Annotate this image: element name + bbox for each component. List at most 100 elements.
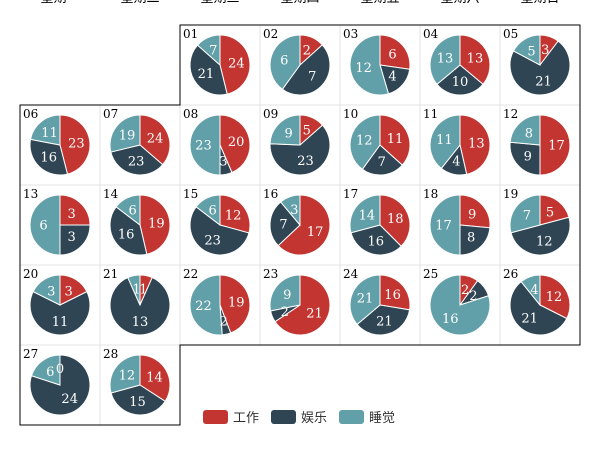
day-pie[interactable]: 09 5 23 9 xyxy=(263,107,331,176)
day-pie[interactable]: 11 13 4 11 xyxy=(423,107,491,176)
pie-slice-work[interactable] xyxy=(539,114,571,176)
pie-slice-work[interactable] xyxy=(379,114,411,166)
pie-slice-play[interactable] xyxy=(29,138,69,176)
pie-slice-sleep[interactable] xyxy=(512,34,541,66)
pie-slice-sleep[interactable] xyxy=(29,194,61,256)
pie-slice-play[interactable] xyxy=(356,304,411,336)
pie-slice-work[interactable] xyxy=(379,34,411,70)
pie-slice-play[interactable] xyxy=(510,216,571,256)
pie-slice-work[interactable] xyxy=(539,194,570,226)
day-pie[interactable]: 06 23 16 11 xyxy=(23,107,91,176)
pie-slice-sleep[interactable] xyxy=(520,274,541,307)
pie-slice-sleep[interactable] xyxy=(189,114,221,176)
pie-slice-sleep[interactable] xyxy=(269,274,301,312)
pie-slice-sleep[interactable] xyxy=(509,194,541,234)
pie-slice-work[interactable] xyxy=(59,114,91,175)
pie-slice-play[interactable] xyxy=(509,280,568,336)
day-pie[interactable]: 01 24 21 7 xyxy=(183,27,251,96)
pie-slice-play[interactable] xyxy=(269,124,331,176)
pie-slice-play[interactable] xyxy=(436,64,484,96)
day-pie[interactable]: 19 5 12 7 xyxy=(503,187,571,256)
pie-slice-work[interactable] xyxy=(59,194,91,226)
pie-slice-sleep[interactable] xyxy=(269,34,301,90)
pie-slice-play[interactable] xyxy=(509,40,571,96)
day-pie[interactable]: 20 3 11 3 xyxy=(23,267,91,336)
pie-slice-work[interactable] xyxy=(139,194,171,255)
pie-slice-sleep[interactable] xyxy=(349,34,390,96)
pie-slice-sleep[interactable] xyxy=(127,274,141,306)
pie-slice-sleep[interactable] xyxy=(109,114,141,153)
day-pie[interactable]: 23 21 2 9 xyxy=(263,267,331,336)
pie-slice-sleep[interactable] xyxy=(115,194,141,227)
pie-slice-sleep[interactable] xyxy=(349,114,381,170)
pie-slice-work[interactable] xyxy=(274,274,331,336)
pie-slice-sleep[interactable] xyxy=(189,274,223,336)
pie-slice-work[interactable] xyxy=(459,34,491,85)
pie-slice-sleep[interactable] xyxy=(429,114,461,170)
day-pie[interactable]: 26 12 21 4 xyxy=(503,267,571,336)
pie-slice-sleep[interactable] xyxy=(429,194,461,256)
pie-slice-work[interactable] xyxy=(219,274,251,334)
pie-slice-sleep[interactable] xyxy=(269,114,301,146)
pie-slice-sleep[interactable] xyxy=(29,114,61,146)
pie-slice-work[interactable] xyxy=(539,274,571,320)
pie-slice-sleep[interactable] xyxy=(509,114,541,146)
pie-slice-sleep[interactable] xyxy=(30,354,61,386)
day-pie[interactable]: 03 6 4 12 xyxy=(343,27,411,96)
day-pie[interactable]: 02 2 7 6 xyxy=(263,27,331,96)
legend-item[interactable]: 工作 xyxy=(203,410,259,426)
day-pie[interactable]: 12 17 9 8 xyxy=(503,107,571,176)
pie-slice-work[interactable] xyxy=(219,194,251,234)
legend-item[interactable]: 娱乐 xyxy=(271,410,327,426)
pie-slice-sleep[interactable] xyxy=(429,274,491,336)
pie-slice-work[interactable] xyxy=(277,194,331,256)
legend-item[interactable]: 睡觉 xyxy=(339,410,395,426)
pie-slice-play[interactable] xyxy=(281,44,331,96)
pie-slice-play[interactable] xyxy=(509,141,541,176)
pie-slice-sleep[interactable] xyxy=(349,194,381,234)
day-pie[interactable]: 05 3 21 5 xyxy=(503,27,571,96)
pie-slice-play[interactable] xyxy=(189,44,228,96)
day-pie[interactable]: 13 3 3 6 xyxy=(23,187,91,256)
day-pie[interactable]: 10 117 12 xyxy=(343,107,411,176)
day-pie[interactable]: 18 9 8 17 xyxy=(423,187,491,256)
pie-slice-play[interactable] xyxy=(109,206,148,256)
pie-slice-play[interactable] xyxy=(189,206,250,256)
pie-slice-play[interactable] xyxy=(459,224,491,256)
day-pie[interactable]: 252 216 xyxy=(423,267,491,336)
pie-slice-sleep[interactable] xyxy=(32,274,61,306)
pie-slice-play[interactable] xyxy=(269,201,301,247)
pie-slice-play[interactable] xyxy=(59,224,91,256)
day-pie[interactable]: 04 13 10 13 xyxy=(423,27,491,96)
day-pie[interactable]: 27 0 24 6 xyxy=(23,347,91,416)
day-pie[interactable]: 21 1 13 1 xyxy=(103,267,171,336)
pie-slice-play[interactable] xyxy=(29,290,91,336)
pie-slice-sleep[interactable] xyxy=(196,34,221,67)
day-pie[interactable]: 16 17 73 xyxy=(263,187,331,256)
pie-slice-work[interactable] xyxy=(219,34,251,95)
day-pie[interactable]: 08 203 23 xyxy=(183,107,251,176)
pie-slice-sleep[interactable] xyxy=(109,354,141,394)
pie-slice-sleep[interactable] xyxy=(429,34,461,85)
pie-slice-play[interactable] xyxy=(350,224,402,256)
pie-slice-sleep[interactable] xyxy=(349,274,381,326)
pie-slice-work[interactable] xyxy=(219,114,251,174)
pie-slice-sleep[interactable] xyxy=(280,194,301,227)
pie-slice-play[interactable] xyxy=(29,354,91,416)
pie-slice-work[interactable] xyxy=(139,114,171,166)
pie-slice-play[interactable] xyxy=(110,144,164,176)
pie-slice-sleep[interactable] xyxy=(195,194,221,227)
pie-slice-work[interactable] xyxy=(379,274,411,311)
pie-slice-work[interactable] xyxy=(459,114,491,175)
pie-slice-play[interactable] xyxy=(109,276,171,336)
day-pie[interactable]: 15 12 23 6 xyxy=(183,187,251,256)
day-pie[interactable]: 14 19 16 6 xyxy=(103,187,171,256)
pie-slice-work[interactable] xyxy=(379,194,411,247)
pie-slice-play[interactable] xyxy=(361,144,403,176)
pie-slice-work[interactable] xyxy=(459,194,491,229)
